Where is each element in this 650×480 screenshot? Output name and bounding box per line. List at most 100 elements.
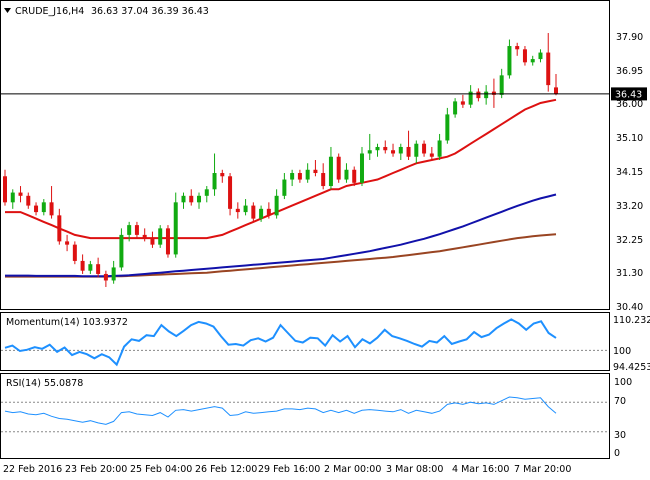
candle-body [150, 238, 155, 245]
momentum-title: Momentum(14) 103.9372 [6, 317, 128, 328]
candle [282, 173, 287, 200]
candle [18, 186, 23, 203]
candle-body [3, 176, 7, 203]
candle [453, 98, 458, 118]
candle-body [266, 208, 271, 216]
candle-body [344, 169, 349, 180]
ohlc-values: 36.63 37.04 36.39 36.43 [91, 6, 209, 17]
candle [484, 85, 489, 105]
candle-body [34, 205, 39, 213]
candle [522, 46, 527, 66]
candle [142, 228, 147, 242]
price-tick: 35.10 [616, 133, 643, 144]
triangle-down-icon[interactable] [4, 8, 11, 13]
time-tick: 25 Feb 04:00 [130, 464, 192, 475]
candle [383, 140, 388, 154]
candle-body [484, 91, 489, 99]
candle [57, 208, 62, 245]
time-tick: 2 Mar 00:00 [324, 464, 381, 475]
candle [391, 143, 396, 157]
time-tick: 4 Mar 16:00 [452, 464, 509, 475]
price-tick: 33.20 [616, 201, 643, 212]
candle [220, 169, 225, 183]
rsi-line [4, 396, 557, 425]
rsi-tick: 0 [614, 448, 620, 459]
candle-body [515, 46, 520, 50]
candle [228, 173, 233, 216]
candle-body [445, 114, 450, 141]
candle-body [228, 176, 233, 209]
candle-body [422, 143, 427, 154]
candle [65, 234, 70, 252]
candle-body [65, 241, 70, 245]
candle [499, 68, 504, 99]
candle-body [88, 264, 93, 271]
candle [445, 107, 450, 144]
candle [111, 260, 116, 284]
rsi-tick: 100 [614, 377, 632, 388]
candle-body [26, 195, 31, 206]
candle-body [220, 173, 225, 177]
candle-body [305, 169, 310, 180]
rsi-title: RSI(14) 55.0878 [6, 378, 83, 389]
candle [158, 225, 163, 248]
sma-mid-line [5, 193, 557, 278]
candle-body [499, 75, 504, 95]
candle [344, 163, 349, 183]
candle [49, 186, 54, 219]
candle-body [476, 91, 481, 99]
candle-body [554, 87, 558, 94]
candle-body [352, 169, 357, 183]
candle-body [321, 173, 326, 187]
candle [414, 140, 419, 164]
candle [359, 146, 364, 187]
candle-body [18, 192, 23, 196]
candle-body [328, 156, 333, 187]
candle-body [251, 205, 256, 219]
time-tick: 22 Feb 2016 [3, 464, 62, 475]
candle-body [468, 91, 473, 105]
price-tick: 30.40 [616, 302, 643, 313]
time-tick: 29 Feb 16:00 [258, 464, 320, 475]
candle [266, 202, 271, 219]
candle-body [297, 173, 302, 180]
candle [150, 231, 155, 248]
candle-body [80, 260, 85, 271]
candle [103, 270, 108, 287]
candle [538, 49, 543, 63]
candle-body [212, 173, 217, 190]
candle-body [181, 195, 186, 203]
candle [491, 78, 496, 108]
candle-body [111, 267, 116, 281]
candle-body [429, 153, 434, 157]
candle [204, 186, 209, 203]
time-tick: 26 Feb 12:00 [195, 464, 257, 475]
candle-body [235, 208, 240, 213]
candle [515, 42, 520, 56]
candle [336, 153, 341, 183]
momentum-layer [1, 318, 609, 367]
candle [530, 55, 535, 66]
candle-body [507, 46, 512, 76]
candle-body [49, 202, 54, 216]
candle [41, 199, 46, 216]
time-tick: 3 Mar 08:00 [386, 464, 443, 475]
candle [243, 199, 248, 216]
candle-body [336, 156, 341, 180]
candle [437, 133, 442, 160]
current-price-label: 36.43 [615, 89, 642, 100]
candle-body [72, 244, 77, 261]
price-tick: 37.90 [616, 32, 643, 43]
rsi-pane[interactable] [0, 373, 610, 459]
momentum-tick: 100 [613, 346, 631, 357]
chart-header: CRUDE_J16,H4 36.63 37.04 36.39 36.43 [4, 6, 209, 17]
candle [305, 163, 310, 183]
candle [460, 94, 465, 108]
candle [274, 189, 279, 219]
time-tick: 23 Feb 20:00 [65, 464, 127, 475]
candle-body [103, 273, 108, 281]
candle [507, 39, 512, 79]
candle-body [189, 195, 194, 203]
candle-body [173, 202, 178, 255]
